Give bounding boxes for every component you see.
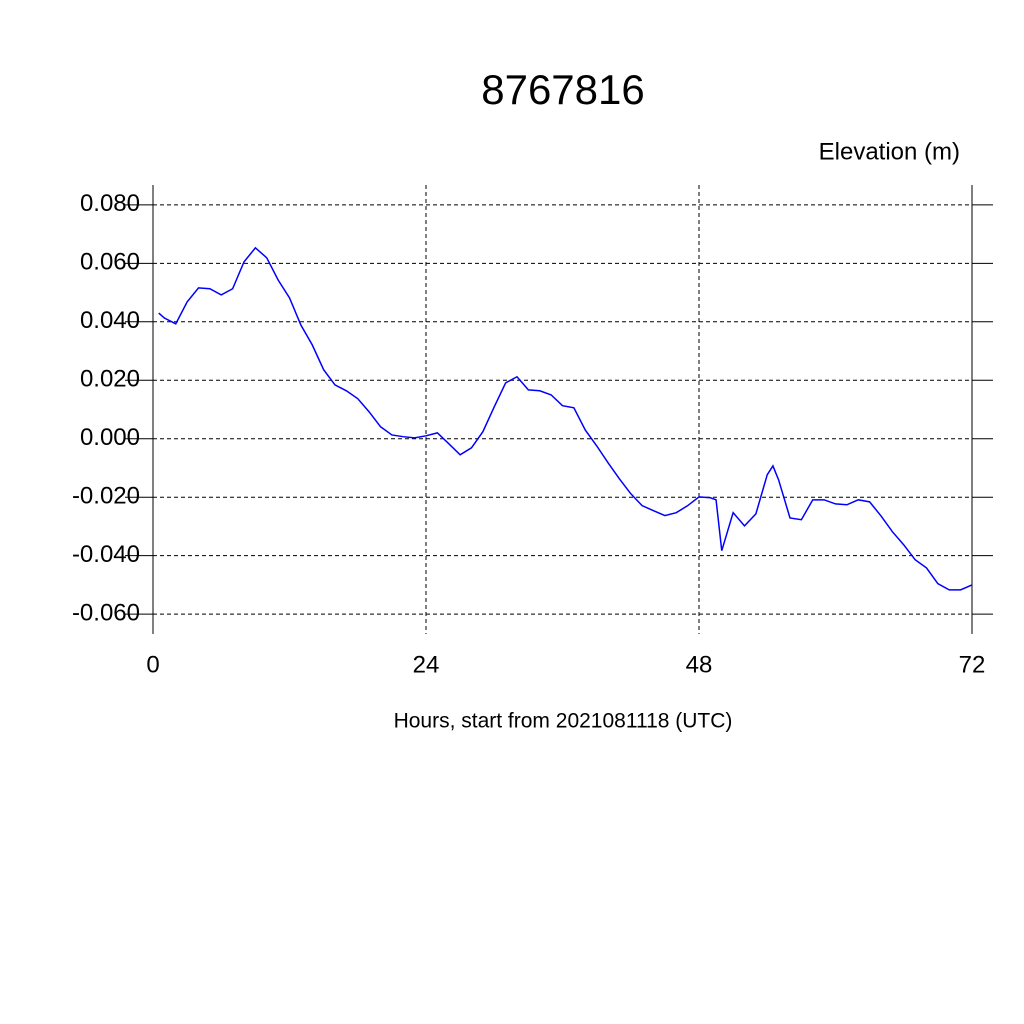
x-tick-label: 72 [959,651,986,678]
x-tick-label: 24 [413,651,440,678]
y-axis-unit: Elevation (m) [819,138,960,165]
x-axis-title: Hours, start from 2021081118 (UTC) [394,710,733,733]
y-tick-label: 0.040 [80,307,140,334]
y-tick-label: 0.080 [80,190,140,217]
y-tick-label: -0.020 [72,483,140,510]
y-tick-label: -0.040 [72,541,140,568]
y-tick-label: -0.060 [72,599,140,626]
chart-title: 8767816 [481,66,645,113]
y-tick-label: 0.060 [80,249,140,276]
x-tick-label: 0 [146,651,159,678]
data-line [158,246,973,591]
x-tick-label: 48 [686,651,713,678]
y-tick-label: 0.020 [80,366,140,393]
y-tick-label: 0.000 [80,424,140,451]
